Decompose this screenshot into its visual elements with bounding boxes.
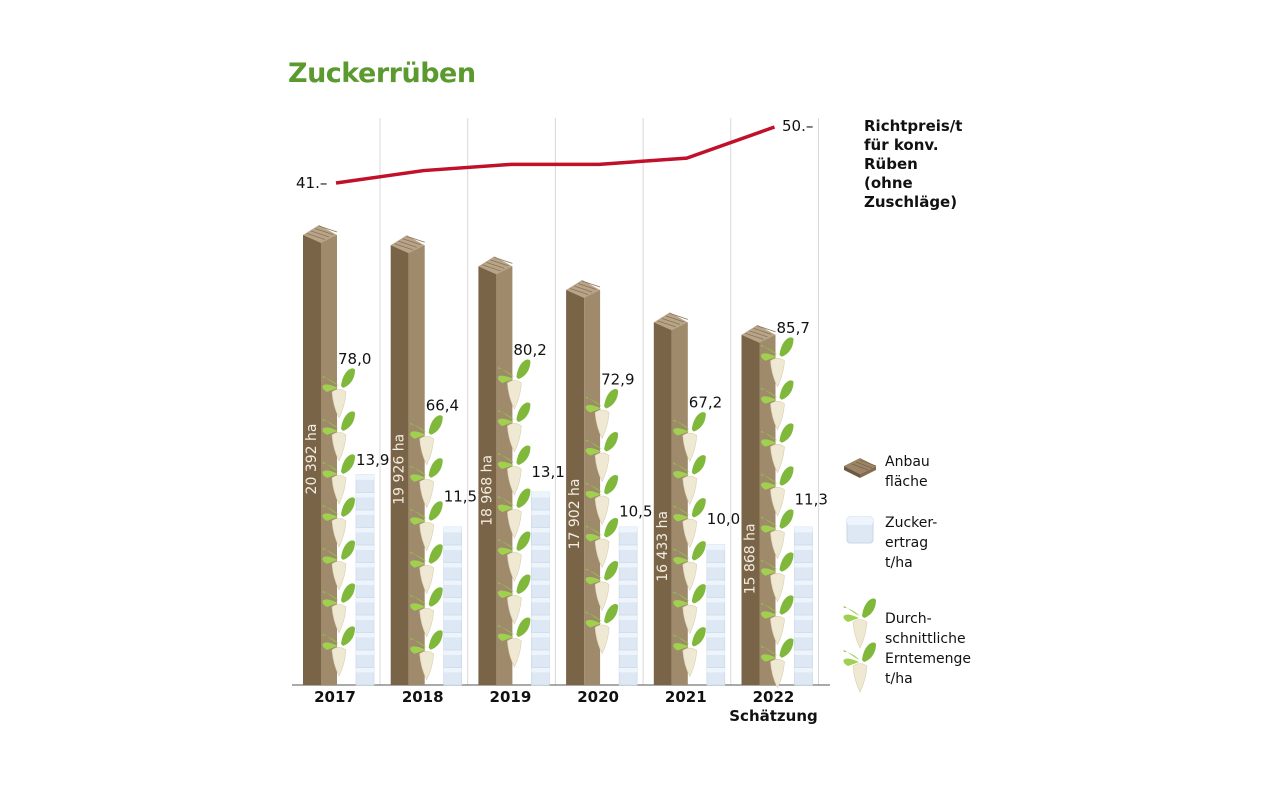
legend: Anbau fläche Zucker-ertrag t/ha Durch-schnit… bbox=[843, 454, 971, 693]
area-bar-side bbox=[496, 266, 513, 685]
sugar-label: 13,9 bbox=[356, 451, 389, 469]
area-bar-side bbox=[759, 334, 776, 685]
sugar-beet-icon bbox=[843, 598, 876, 693]
beet-stack bbox=[585, 389, 619, 655]
legend-label: ertrag bbox=[885, 535, 928, 551]
beet-stack bbox=[410, 415, 443, 681]
beet-stack bbox=[673, 412, 706, 678]
year-group-2018: 19 926 ha 66,4 11,5 2018 bbox=[390, 235, 477, 706]
area-bar-front bbox=[741, 334, 760, 685]
area-label: 20 392 ha bbox=[304, 424, 320, 495]
year-label: 2022 bbox=[753, 688, 795, 706]
harvest-label: 85,7 bbox=[777, 319, 810, 337]
legend-label: schnittliche bbox=[885, 631, 966, 647]
area-bar-front bbox=[303, 235, 321, 685]
cube-stack bbox=[794, 526, 813, 686]
legend-label: Anbau bbox=[885, 454, 930, 470]
beet-stack bbox=[760, 337, 794, 689]
area-label: 19 926 ha bbox=[392, 434, 408, 505]
year-group-2020: 17 902 ha 72,9 10,5 2020 bbox=[566, 279, 653, 706]
harvest-label: 66,4 bbox=[426, 397, 459, 415]
area-bar-front bbox=[566, 289, 585, 685]
price-series-label: Richtpreis/t bbox=[864, 117, 962, 135]
price-label-end: 50.– bbox=[782, 117, 813, 135]
area-bar-front bbox=[653, 322, 672, 685]
area-bar-front bbox=[478, 266, 497, 685]
beet-stack bbox=[322, 368, 355, 677]
sugar-cube-icon bbox=[846, 516, 874, 544]
legend-label: t/ha bbox=[885, 671, 913, 687]
harvest-label: 78,0 bbox=[338, 350, 371, 368]
sugar-label: 11,3 bbox=[795, 490, 828, 508]
legend-label: Erntemenge bbox=[885, 651, 971, 667]
harvest-label: 67,2 bbox=[689, 394, 722, 412]
cube-stack bbox=[355, 474, 375, 686]
price-label-start: 41.– bbox=[296, 174, 327, 192]
harvest-label: 80,2 bbox=[513, 341, 546, 359]
year-group-2021: 16 433 ha 67,2 10,0 2021 bbox=[653, 312, 740, 706]
harvest-label: 72,9 bbox=[601, 370, 634, 388]
cube-stack bbox=[531, 491, 550, 686]
chart-title: Zuckerrüben bbox=[288, 58, 476, 89]
year-label: 2019 bbox=[490, 688, 532, 706]
sugar-label: 11,5 bbox=[444, 487, 477, 505]
year-label: 2017 bbox=[314, 688, 356, 706]
area-label: 18 968 ha bbox=[479, 455, 495, 526]
area-label: 16 433 ha bbox=[655, 511, 671, 582]
cube-stack bbox=[443, 526, 463, 686]
area-label: 15 868 ha bbox=[743, 523, 759, 594]
year-label: 2018 bbox=[402, 688, 444, 706]
legend-label: t/ha bbox=[885, 555, 913, 571]
price-series-label: für konv. bbox=[864, 136, 939, 154]
price-line bbox=[335, 125, 776, 185]
year-sublabel: Schätzung bbox=[729, 707, 818, 725]
legend-label: Durch- bbox=[885, 611, 932, 627]
price-series-label: Rüben bbox=[864, 155, 918, 173]
area-bar-front bbox=[390, 245, 409, 685]
sugar-label: 10,5 bbox=[619, 502, 652, 520]
price-series-label: (ohne bbox=[864, 174, 913, 192]
cube-stack bbox=[618, 526, 638, 686]
year-label: 2020 bbox=[577, 688, 619, 706]
sugar-label: 10,0 bbox=[707, 510, 740, 528]
year-label: 2021 bbox=[665, 688, 707, 706]
year-group-2017: 20 392 ha 78,0 13,9 2017 bbox=[303, 225, 389, 706]
sugar-label: 13,1 bbox=[531, 463, 564, 481]
legend-label: Zucker- bbox=[885, 515, 937, 531]
area-label: 17 902 ha bbox=[567, 479, 583, 550]
beet-stack bbox=[497, 359, 531, 668]
cube-stack bbox=[706, 544, 726, 686]
year-group-2019: 18 968 ha 80,2 13,1 2019 bbox=[478, 256, 565, 706]
legend-label: fläche bbox=[885, 474, 928, 490]
price-series-label: Zuschläge) bbox=[864, 193, 957, 211]
area-bar-side bbox=[671, 322, 688, 685]
